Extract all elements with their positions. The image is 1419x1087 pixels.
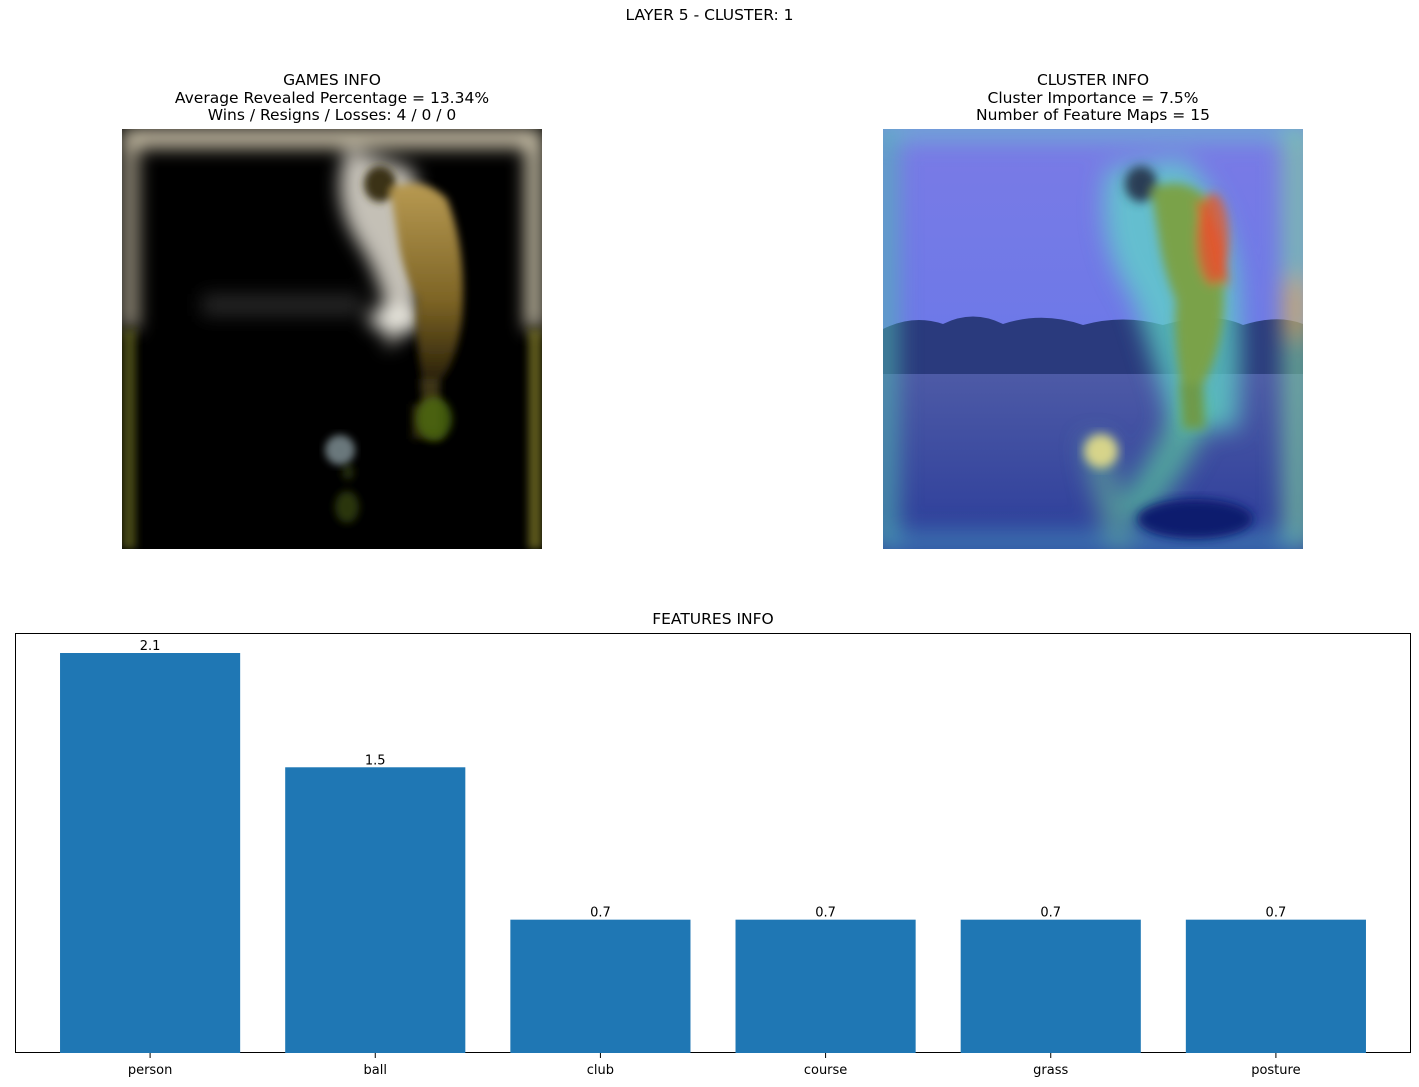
chart-axes-frame xyxy=(15,633,1411,1053)
bar-value-label-course: 0.7 xyxy=(815,906,836,921)
cluster-heatmap-svg xyxy=(883,129,1303,549)
figure-title: LAYER 5 - CLUSTER: 1 xyxy=(625,6,794,24)
bar-value-label-grass: 0.7 xyxy=(1040,906,1061,921)
average-revealed-percentage: Average Revealed Percentage = 13.34% xyxy=(174,88,490,107)
wins-resigns-losses: Wins / Resigns / Losses: 4 / 0 / 0 xyxy=(207,106,457,124)
bar-value-label-posture: 0.7 xyxy=(1266,906,1287,921)
cluster-heatmap-image xyxy=(883,129,1303,549)
bar-person xyxy=(60,653,241,1053)
games-info-header: GAMES INFO Average Revealed Percentage =… xyxy=(122,71,542,125)
x-tick-label-course: course xyxy=(804,1063,847,1078)
x-tick-label-grass: grass xyxy=(1033,1063,1068,1078)
x-tick-label-club: club xyxy=(587,1063,614,1078)
bar-club xyxy=(510,919,691,1053)
bar-value-label-person: 2.1 xyxy=(140,639,161,654)
cluster-info-title: CLUSTER INFO xyxy=(1036,71,1150,89)
masked-golf-image-svg xyxy=(122,129,542,549)
cluster-importance: Cluster Importance = 7.5% xyxy=(987,88,1199,107)
x-tick-label-person: person xyxy=(128,1063,173,1078)
feature-map-count: Number of Feature Maps = 15 xyxy=(976,106,1210,124)
games-info-title: GAMES INFO xyxy=(283,71,381,89)
bar-posture xyxy=(1185,919,1366,1053)
bar-ball xyxy=(285,767,466,1053)
bar-value-label-club: 0.7 xyxy=(590,906,611,921)
masked-golf-image xyxy=(122,129,542,549)
x-tick-label-ball: ball xyxy=(364,1063,387,1078)
features-info-title: FEATURES INFO xyxy=(652,610,774,628)
bar-grass xyxy=(960,919,1141,1053)
x-tick-label-posture: posture xyxy=(1251,1063,1300,1078)
bar-course xyxy=(735,919,916,1053)
bar-value-label-ball: 1.5 xyxy=(365,753,386,768)
cluster-info-header: CLUSTER INFO Cluster Importance = 7.5% N… xyxy=(883,71,1303,125)
